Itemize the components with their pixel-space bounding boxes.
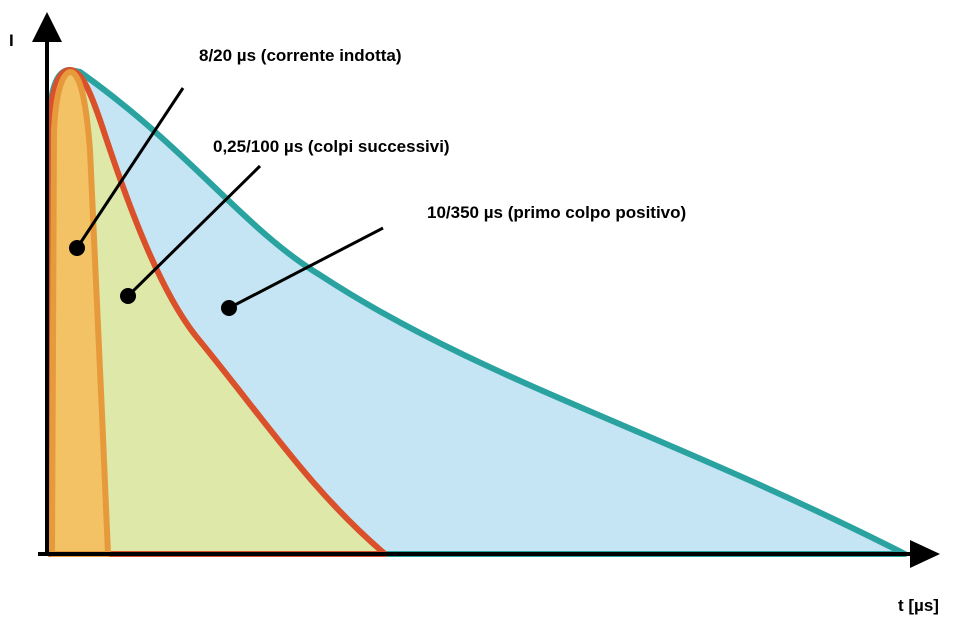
leader-0-25-100 <box>120 164 262 304</box>
label-8-20: 8/20 µs (corrente indotta) <box>199 46 402 65</box>
leader-line-8-20 <box>75 87 185 249</box>
leader-line-0-25-100 <box>126 164 262 298</box>
y-axis-arrow <box>32 12 62 42</box>
x-axis-label: t [µs] <box>898 596 939 615</box>
leader-dot-8-20 <box>69 240 85 256</box>
waveform-8-20-area <box>49 69 111 557</box>
leader-10-350 <box>221 226 384 316</box>
x-axis-arrow <box>910 540 940 568</box>
label-0-25-100: 0,25/100 µs (colpi successivi) <box>213 137 450 156</box>
y-axis-label: I <box>9 31 14 50</box>
leader-dot-0-25-100 <box>120 288 136 304</box>
label-10-350: 10/350 µs (primo colpo positivo) <box>427 203 686 222</box>
leader-line-10-350 <box>228 226 384 310</box>
leader-dot-10-350 <box>221 300 237 316</box>
leader-8-20 <box>69 87 185 256</box>
